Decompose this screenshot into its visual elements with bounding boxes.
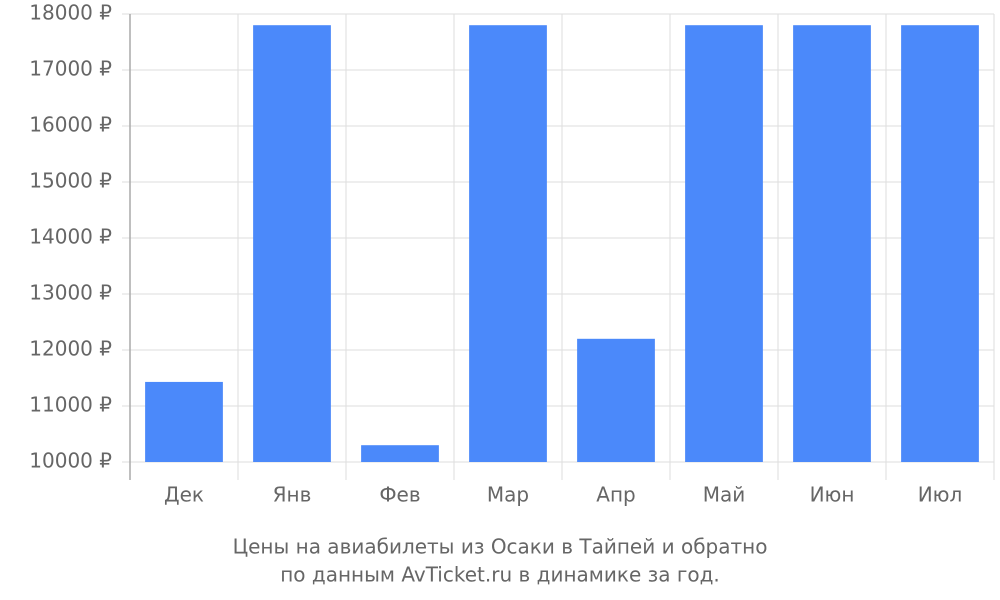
x-tick-label: Дек bbox=[164, 483, 204, 507]
bar bbox=[145, 381, 223, 462]
x-tick-label: Июн bbox=[810, 483, 855, 507]
x-tick-label: Янв bbox=[273, 483, 312, 507]
y-tick-label: 18000 ₽ bbox=[29, 1, 112, 25]
y-tick-label: 10000 ₽ bbox=[29, 449, 112, 473]
x-tick-label: Фев bbox=[379, 483, 420, 507]
x-tick-label: Июл bbox=[918, 483, 963, 507]
bar bbox=[793, 25, 871, 462]
y-tick-label: 17000 ₽ bbox=[29, 57, 112, 81]
y-tick-label: 15000 ₽ bbox=[29, 169, 112, 193]
chart-subtitle: по данным AvTicket.ru в динамике за год. bbox=[280, 563, 720, 587]
bar bbox=[361, 445, 439, 462]
chart-title: Цены на авиабилеты из Осаки в Тайпей и о… bbox=[233, 535, 768, 559]
y-tick-label: 11000 ₽ bbox=[29, 393, 112, 417]
x-tick-label: Апр bbox=[596, 483, 635, 507]
bar bbox=[469, 25, 547, 462]
bar bbox=[577, 338, 655, 462]
y-tick-label: 12000 ₽ bbox=[29, 337, 112, 361]
x-tick-label: Мар bbox=[487, 483, 529, 507]
bar bbox=[685, 25, 763, 462]
bar bbox=[253, 25, 331, 462]
y-tick-label: 16000 ₽ bbox=[29, 113, 112, 137]
y-tick-label: 14000 ₽ bbox=[29, 225, 112, 249]
x-tick-label: Май bbox=[703, 483, 746, 507]
bar bbox=[901, 25, 979, 462]
y-tick-label: 13000 ₽ bbox=[29, 281, 112, 305]
